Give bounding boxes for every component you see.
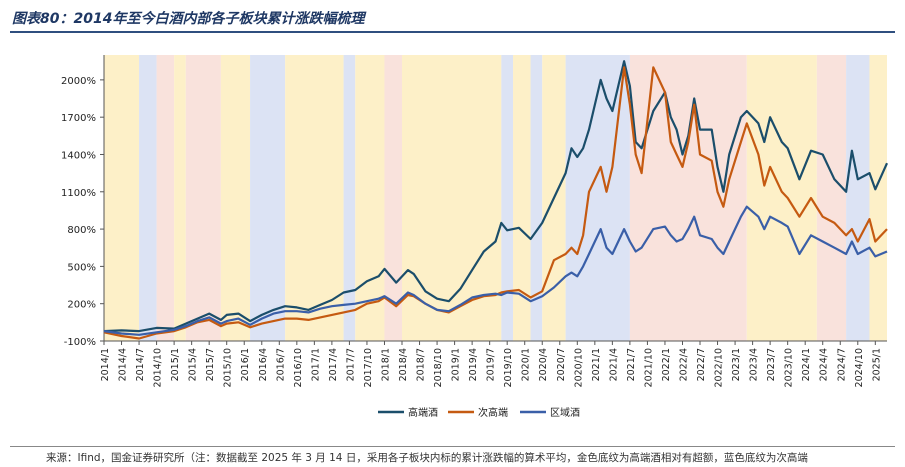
x-tick-label: 2015/4 — [188, 348, 199, 381]
background-band-blue — [501, 55, 514, 341]
background-band-gold — [746, 55, 817, 341]
background-band-blue — [139, 55, 157, 341]
title-rule — [10, 31, 895, 33]
x-tick-label: 2016/10 — [293, 348, 304, 387]
x-tick-label: 2018/4 — [398, 348, 409, 381]
background-band-pink — [156, 55, 175, 341]
x-tick-label: 2014/4 — [118, 348, 129, 381]
background-band-pink — [185, 55, 221, 341]
y-tick-label: 2000% — [61, 76, 96, 87]
background-band-blue — [250, 55, 286, 341]
x-tick-label: 2015/10 — [223, 348, 234, 387]
background-band-gold — [513, 55, 531, 341]
x-tick-label: 2025/1 — [871, 348, 882, 381]
x-tick-label: 2019/4 — [468, 348, 479, 381]
background-band-gold — [402, 55, 502, 341]
x-tick-label: 2021/1 — [591, 348, 602, 381]
legend-label-1: 次高端 — [478, 406, 508, 419]
x-tick-label: 2023/7 — [766, 348, 777, 381]
x-tick-label: 2015/1 — [170, 348, 181, 381]
y-tick-label: -100% — [64, 337, 96, 348]
source-note: 来源：Ifind，国金证券研究所（注：数据截至 2025 年 3 月 14 日，… — [46, 452, 808, 464]
x-tick-label: 2017/4 — [328, 348, 339, 381]
x-tick-label: 2024/4 — [819, 348, 830, 381]
x-tick-label: 2015/7 — [205, 348, 216, 381]
x-tick-label: 2023/4 — [749, 348, 760, 381]
x-tick-label: 2017/1 — [310, 348, 321, 381]
x-tick-label: 2020/7 — [556, 348, 567, 381]
y-tick-label: 500% — [67, 262, 96, 273]
background-band-gold — [220, 55, 251, 341]
y-tick-label: 200% — [67, 300, 96, 311]
x-tick-label: 2018/1 — [380, 348, 391, 381]
x-tick-label: 2020/4 — [538, 348, 549, 381]
y-tick-label: 1100% — [61, 188, 96, 199]
x-tick-label: 2021/7 — [626, 348, 637, 381]
y-tick-label: 1700% — [61, 113, 96, 124]
background-band-blue — [530, 55, 543, 341]
x-tick-label: 2018/10 — [433, 348, 444, 387]
x-tick-label: 2014/1 — [100, 348, 111, 381]
x-tick-label: 2018/7 — [416, 348, 427, 381]
footer-rule — [10, 446, 895, 447]
background-band-gold — [104, 55, 140, 341]
x-tick-label: 2014/7 — [135, 348, 146, 381]
background-band-gold — [355, 55, 385, 341]
x-tick-label: 2020/10 — [573, 348, 584, 387]
chart-title: 图表80：2014年至今白酒内部各子板块累计涨跌幅梳理 — [12, 11, 365, 27]
x-tick-label: 2022/10 — [714, 348, 725, 387]
x-tick-label: 2024/1 — [801, 348, 812, 381]
x-tick-label: 2022/1 — [661, 348, 672, 381]
legend-label-0: 高端酒 — [408, 406, 438, 419]
background-band-pink — [384, 55, 403, 341]
series-line-1 — [103, 66, 888, 340]
x-tick-label: 2021/4 — [608, 348, 619, 381]
x-tick-label: 2020/1 — [521, 348, 532, 381]
x-tick-label: 2023/1 — [731, 348, 742, 381]
x-tick-label: 2024/10 — [854, 348, 865, 387]
y-tick-label: 1400% — [61, 150, 96, 161]
background-band-pink — [629, 55, 747, 341]
x-tick-label: 2017/10 — [363, 348, 374, 387]
x-tick-label: 2014/10 — [153, 348, 164, 387]
x-tick-label: 2016/7 — [275, 348, 286, 381]
x-tick-label: 2021/10 — [643, 348, 654, 387]
background-band-gold — [174, 55, 186, 341]
y-tick-label: 800% — [67, 225, 96, 236]
x-tick-label: 2022/7 — [696, 348, 707, 381]
background-band-blue — [846, 55, 870, 341]
background-band-pink — [816, 55, 847, 341]
x-tick-label: 2023/10 — [784, 348, 795, 387]
background-band-gold — [869, 55, 887, 341]
x-tick-label: 2022/4 — [678, 348, 689, 381]
x-tick-label: 2024/7 — [836, 348, 847, 381]
legend-label-2: 区域酒 — [550, 406, 580, 419]
x-tick-label: 2019/7 — [486, 348, 497, 381]
x-tick-label: 2016/1 — [240, 348, 251, 381]
x-tick-label: 2017/7 — [345, 348, 356, 381]
x-tick-label: 2019/10 — [503, 348, 514, 387]
background-band-gold — [285, 55, 344, 341]
series-line-2 — [103, 205, 888, 336]
background-band-blue — [343, 55, 356, 341]
x-tick-label: 2019/1 — [451, 348, 462, 381]
x-tick-label: 2016/4 — [258, 348, 269, 381]
series-line-0 — [103, 60, 889, 333]
